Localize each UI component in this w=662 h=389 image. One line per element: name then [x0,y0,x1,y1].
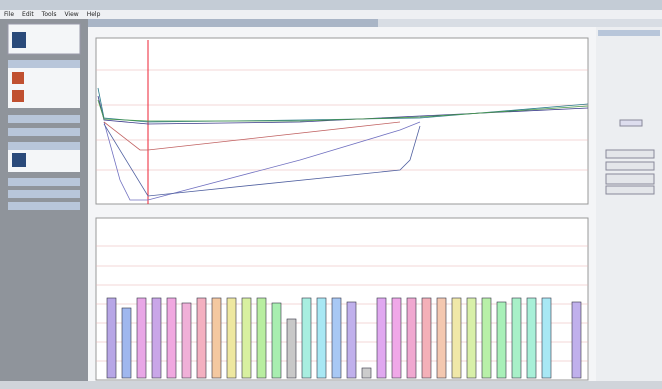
panel-header[interactable] [8,115,80,123]
panel-header[interactable] [8,128,80,136]
panel-header[interactable] [8,142,80,150]
bar [541,297,552,379]
grid [96,245,588,362]
menu-bar [0,10,662,19]
device-icon [12,32,26,48]
bar [466,297,477,379]
bar [121,307,132,379]
bar [346,301,357,379]
bar [106,297,117,379]
menu-item[interactable]: View [64,11,78,18]
bar [406,297,417,379]
panel-header[interactable] [8,190,80,198]
bar [376,297,387,379]
status-bar [0,381,662,389]
bar [451,297,462,379]
tab-strip [88,19,378,27]
panel-header[interactable] [8,60,80,68]
panel-header[interactable] [8,202,80,210]
bar [331,297,342,379]
bar [496,301,507,379]
button[interactable] [605,161,655,171]
title-bar [0,0,662,10]
bar [151,297,162,379]
device-icon [12,90,24,102]
bar [391,297,402,379]
bar [481,297,492,379]
menu-item[interactable]: Help [87,11,101,18]
menu-item[interactable]: Tools [41,11,57,18]
button[interactable] [605,185,655,195]
bars [106,297,582,379]
bar [226,297,237,379]
panel-header [598,30,660,36]
button[interactable] [619,119,643,127]
bar [136,297,147,379]
bar [316,297,327,379]
bar [571,301,582,379]
grid [96,69,588,171]
bar [361,367,372,379]
menu-item[interactable]: File [4,11,14,18]
voltage-lines [97,87,589,201]
device-icon [12,153,26,167]
bar [256,297,267,379]
menu-item[interactable]: Edit [22,11,34,18]
bar [526,297,537,379]
bar [301,297,312,379]
panel-header[interactable] [8,178,80,186]
button[interactable] [605,149,655,159]
button[interactable] [605,173,655,185]
bar [166,297,177,379]
bar [211,297,222,379]
bar [421,297,432,379]
menu: File Edit Tools View Help [4,11,101,18]
bar [181,302,192,379]
bar [436,297,447,379]
right-panel [596,27,662,381]
bar [241,297,252,379]
bar [286,318,297,379]
device-icon [12,72,24,84]
bar [271,302,282,379]
bar [196,297,207,379]
bar [511,297,522,379]
